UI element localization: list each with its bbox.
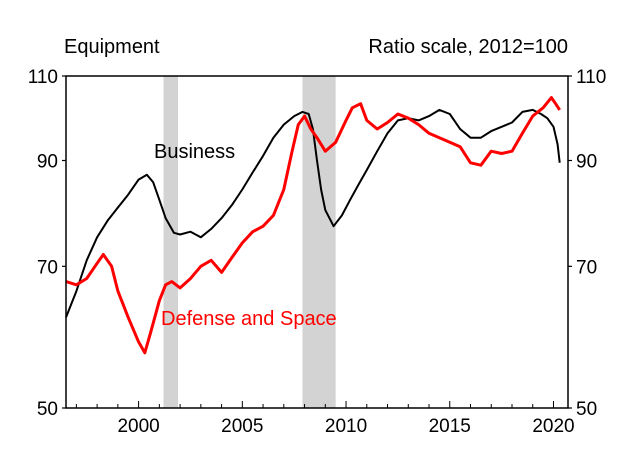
x-tick-label: 2015 bbox=[429, 416, 471, 437]
defense-space-line bbox=[65, 96, 561, 355]
business-line bbox=[65, 108, 561, 318]
plot-frame bbox=[65, 75, 569, 409]
x-tick-label: 2020 bbox=[532, 416, 574, 437]
y-tick-right-label: 70 bbox=[576, 257, 597, 278]
defense-series-label: Defense and Space bbox=[161, 308, 337, 330]
y-tick-left-label: 50 bbox=[37, 399, 58, 420]
recession-band bbox=[163, 76, 179, 408]
y-tick-left-label: 110 bbox=[28, 67, 58, 88]
y-tick-right-label: 50 bbox=[576, 399, 597, 420]
y-tick-left-label: 90 bbox=[37, 151, 58, 172]
x-tick-label: 2005 bbox=[221, 416, 263, 437]
x-tick-label: 2000 bbox=[117, 416, 159, 437]
series-lines bbox=[65, 96, 561, 355]
business-series-label: Business bbox=[154, 141, 235, 163]
y-tick-left-label: 70 bbox=[37, 257, 58, 278]
y-tick-right-label: 110 bbox=[576, 67, 606, 88]
y-axis-left: 50 70 90 110 bbox=[28, 67, 66, 420]
chart-title: Equipment bbox=[64, 36, 160, 58]
y-axis-right: 50 70 90 110 bbox=[568, 67, 606, 420]
x-tick-label: 2010 bbox=[325, 416, 367, 437]
recession-band bbox=[302, 76, 336, 408]
x-axis: 2000 2005 2010 2015 2020 bbox=[75, 401, 575, 437]
chart-subtitle: Ratio scale, 2012=100 bbox=[368, 36, 568, 58]
y-tick-right-label: 90 bbox=[576, 151, 597, 172]
recession-bands bbox=[163, 76, 336, 408]
